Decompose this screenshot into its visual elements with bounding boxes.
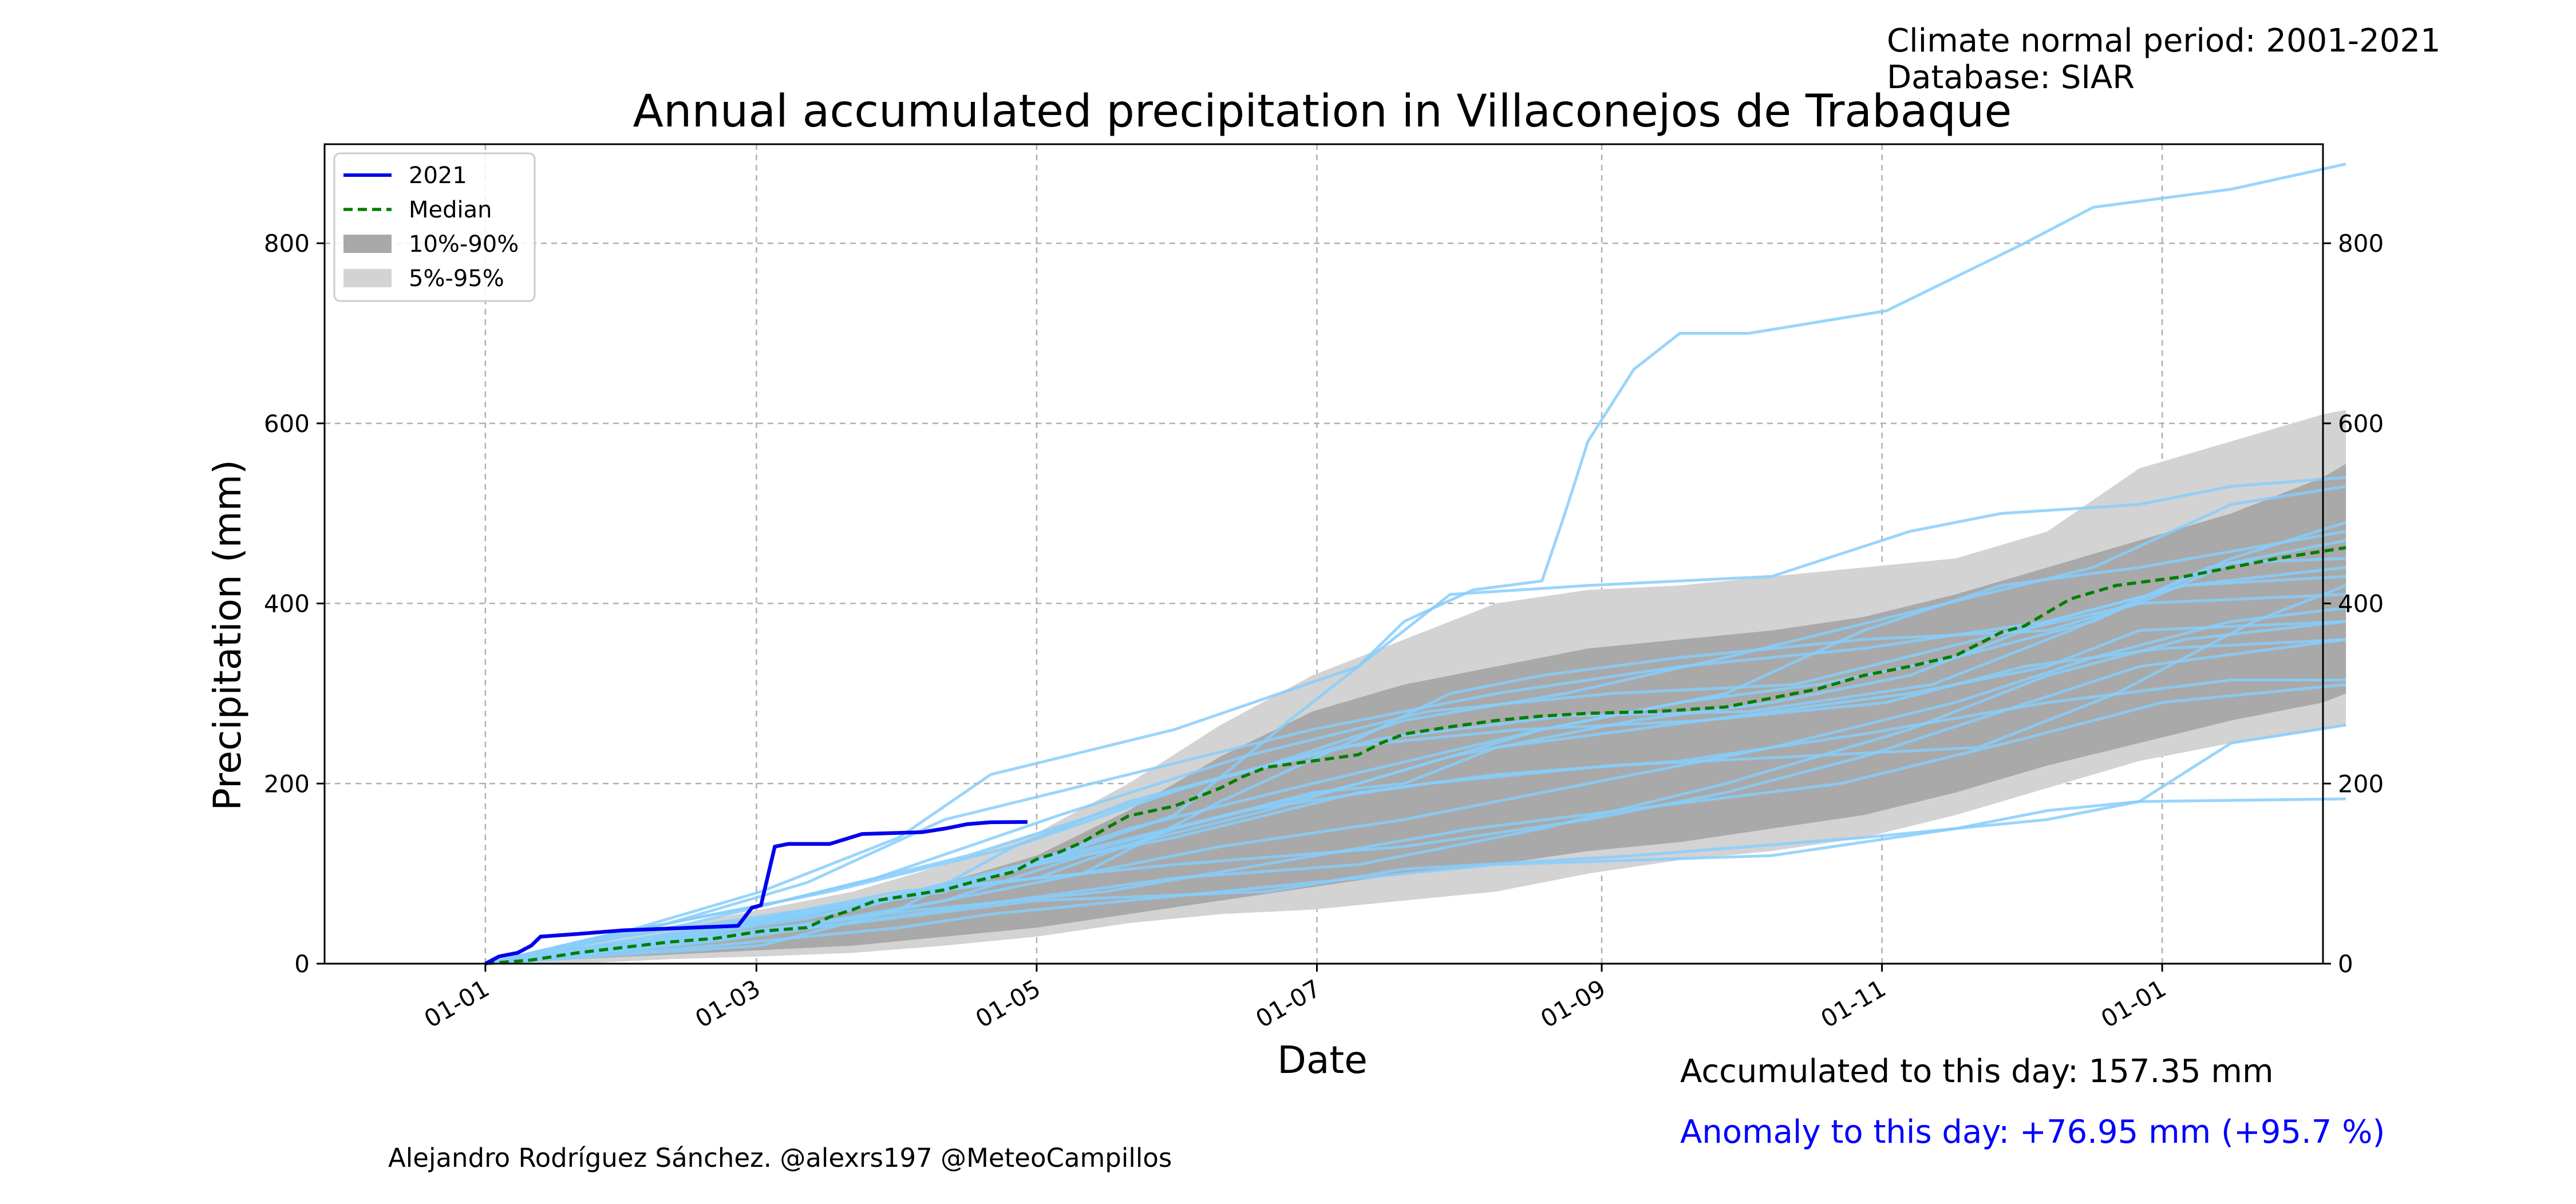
legend-label: 2021 bbox=[409, 163, 467, 189]
current-year-series bbox=[484, 820, 1028, 965]
legend-label: Median bbox=[409, 197, 492, 223]
x-tick-label: 01-03 bbox=[690, 974, 765, 1033]
anomaly-text: Anomaly to this day: +76.95 mm (+95.7 %) bbox=[1680, 1114, 2385, 1151]
y-tick-label-right: 0 bbox=[2338, 950, 2353, 978]
y-axis-label: Precipitation (mm) bbox=[206, 460, 250, 811]
x-tick-label: 01-05 bbox=[971, 974, 1045, 1033]
legend-swatch-10-90 bbox=[343, 235, 392, 253]
climate-period-text: Climate normal period: 2001-2021 bbox=[1887, 22, 2441, 60]
chart-title: Annual accumulated precipitation in Vill… bbox=[633, 86, 2012, 137]
x-tick-label: 01-11 bbox=[1816, 974, 1890, 1033]
past-year-line bbox=[485, 476, 2346, 965]
x-tick-label: 01-09 bbox=[1536, 974, 1610, 1033]
past-year-line bbox=[485, 620, 2346, 965]
plot-frame bbox=[323, 143, 2324, 965]
y-tick-label-right: 800 bbox=[2338, 229, 2384, 258]
legend-label: 5%-95% bbox=[409, 266, 504, 292]
x-tick-label: 01-01 bbox=[2096, 974, 2171, 1033]
median-series bbox=[485, 546, 2346, 965]
y-tick-label-left: 600 bbox=[264, 410, 310, 438]
y-tick-label-left: 200 bbox=[264, 770, 310, 798]
past-year-line bbox=[485, 566, 2346, 965]
past-year-line bbox=[485, 620, 2346, 965]
y-tick-label-left: 800 bbox=[264, 229, 310, 258]
accumulated-text: Accumulated to this day: 157.35 mm bbox=[1680, 1053, 2274, 1090]
x-axis-label: Date bbox=[1277, 1038, 1368, 1082]
past-year-line bbox=[485, 638, 2346, 965]
legend-box bbox=[333, 152, 536, 302]
y-tick-label-left: 0 bbox=[294, 950, 310, 978]
past-year-line bbox=[485, 683, 2346, 965]
y-tick-label-right: 200 bbox=[2338, 770, 2384, 798]
legend-swatch-5-95 bbox=[343, 269, 392, 287]
y-tick-label-right: 400 bbox=[2338, 590, 2384, 618]
median-line bbox=[485, 546, 2346, 965]
current-year-line bbox=[484, 820, 1028, 965]
legend-label: 10%-90% bbox=[409, 231, 519, 258]
author-credit: Alejandro Rodríguez Sánchez. @alexrs197 … bbox=[388, 1143, 1172, 1173]
database-text: Database: SIAR bbox=[1887, 59, 2135, 96]
legend: 2021 Median 10%-90% 5%-95% bbox=[333, 152, 536, 302]
y-tick-label-right: 600 bbox=[2338, 410, 2384, 438]
past-year-line bbox=[485, 485, 2346, 965]
x-tick-label: 01-07 bbox=[1251, 974, 1325, 1033]
past-year-line bbox=[485, 584, 2347, 965]
y-tick-label-left: 400 bbox=[264, 590, 310, 618]
x-tick-label: 01-01 bbox=[420, 974, 494, 1033]
